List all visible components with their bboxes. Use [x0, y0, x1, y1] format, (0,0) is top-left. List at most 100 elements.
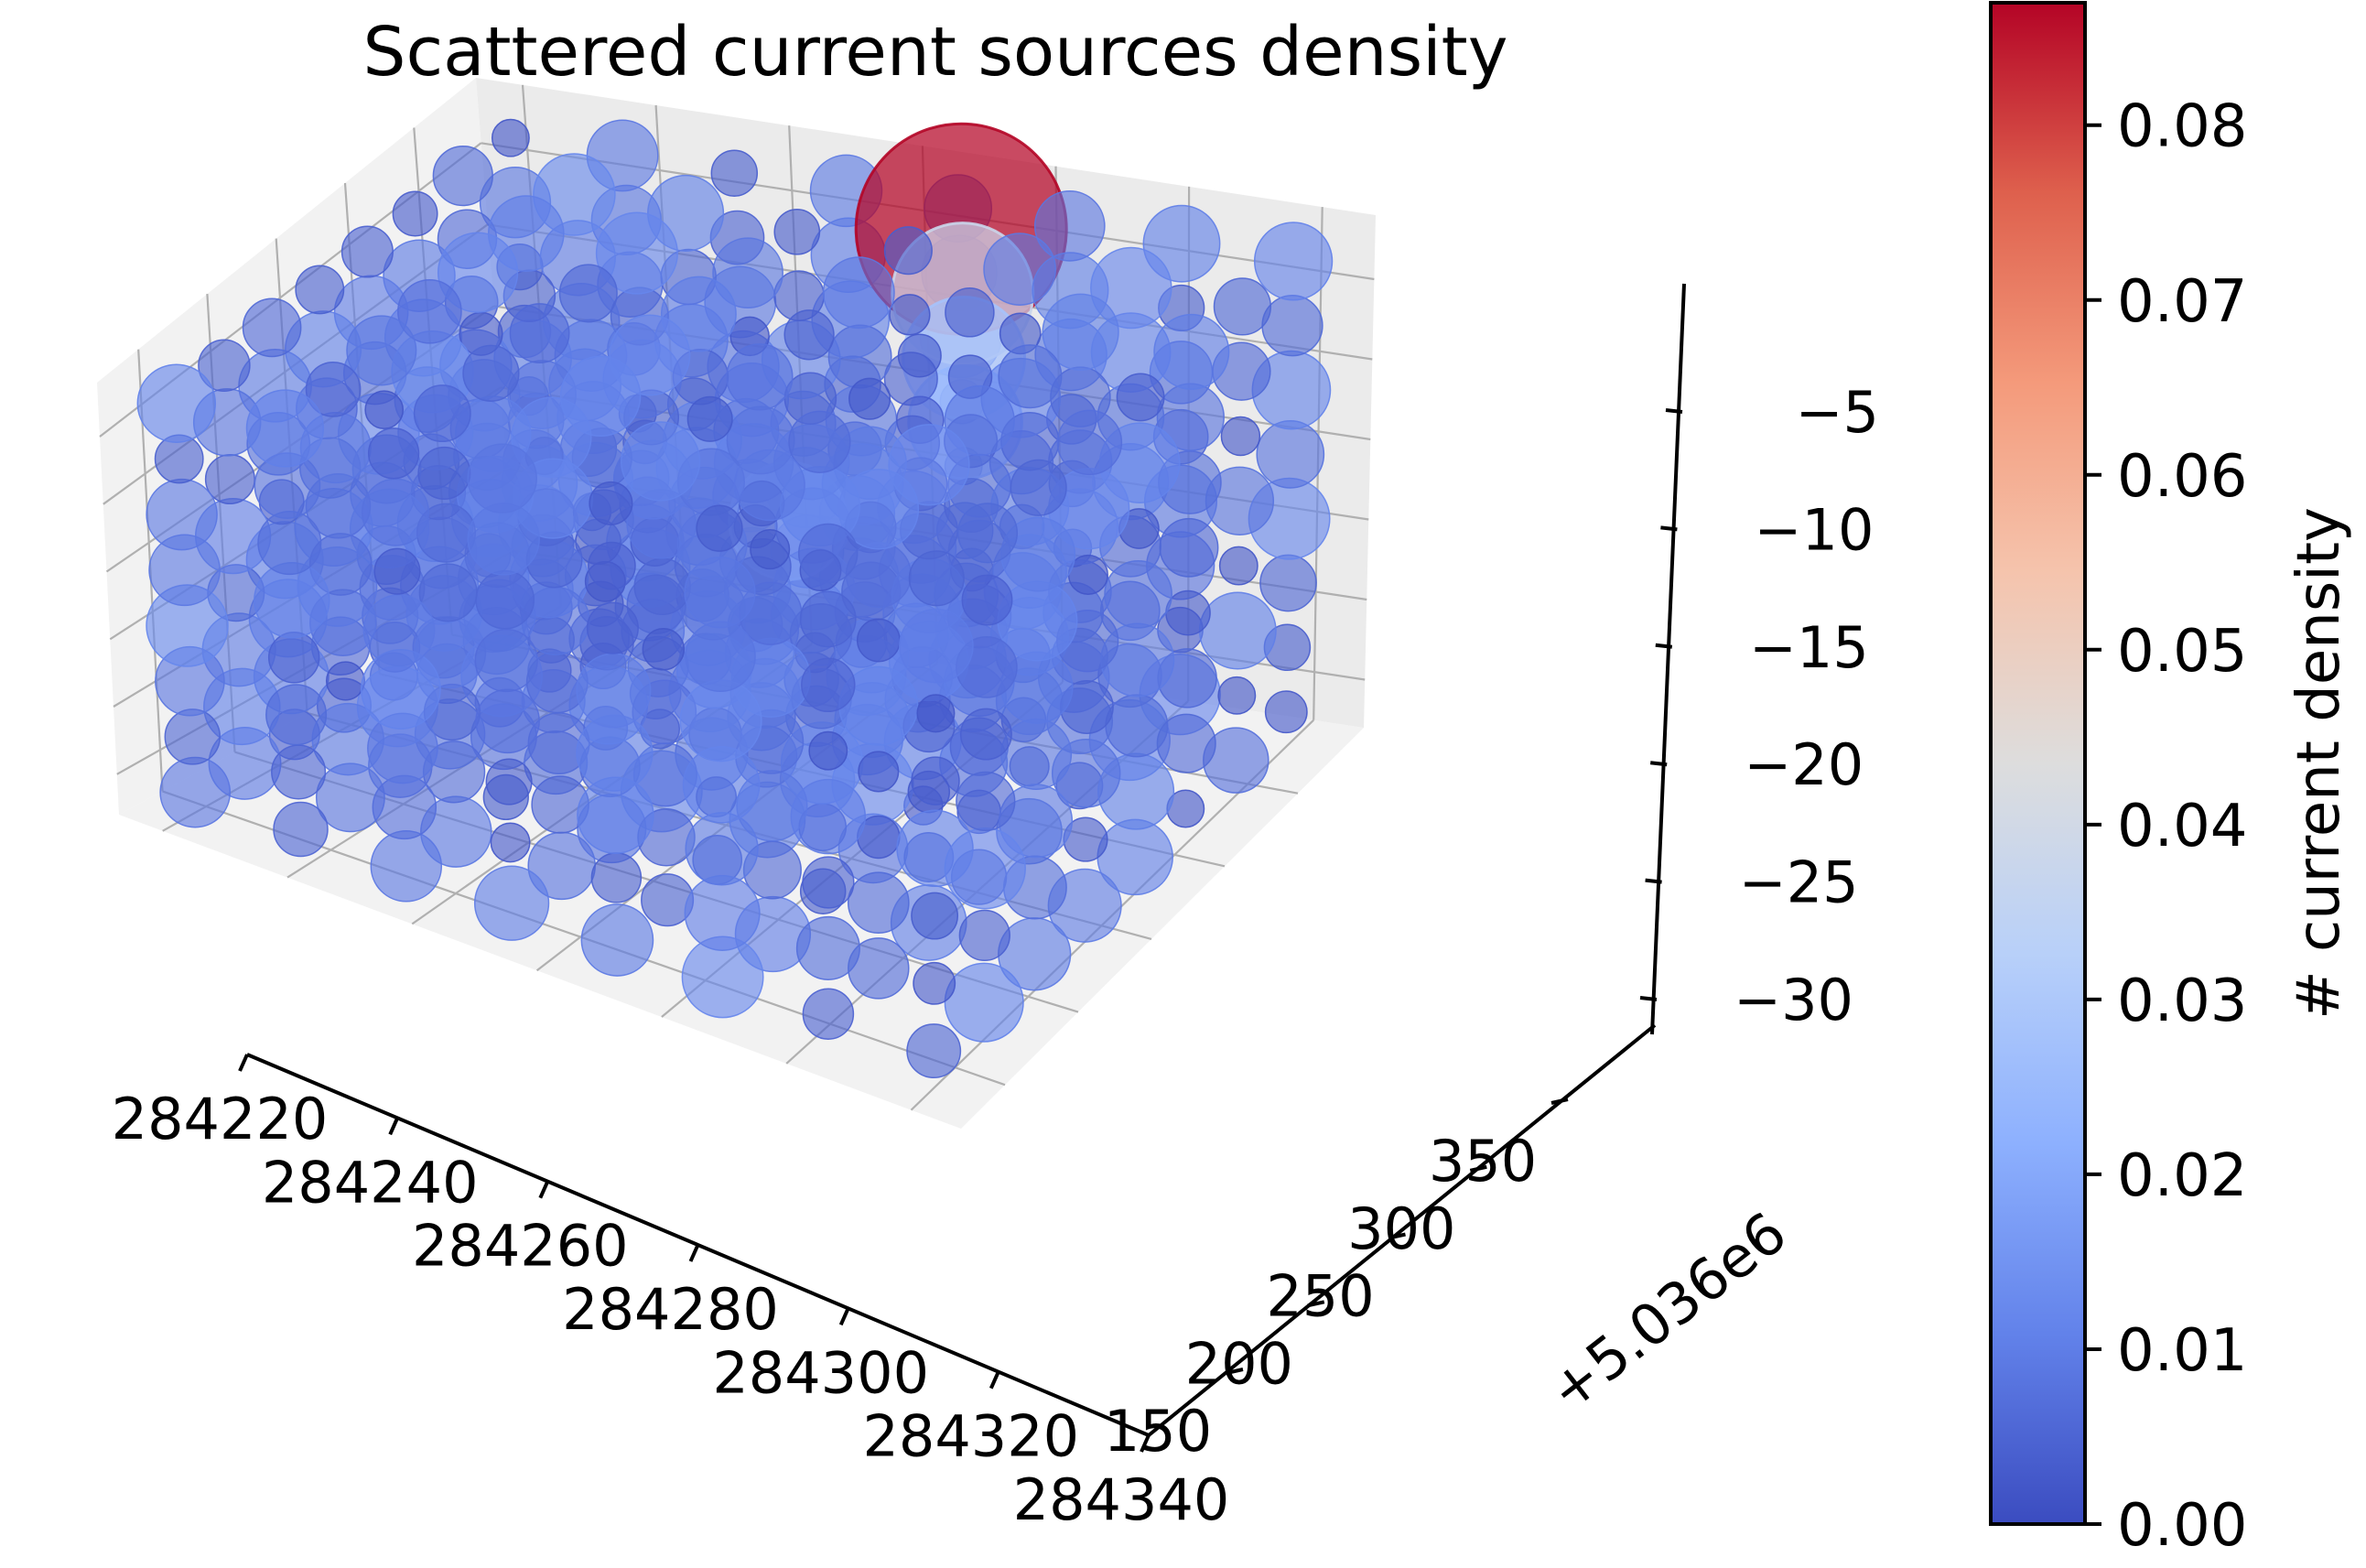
data-point [580, 903, 654, 977]
data-point [245, 389, 325, 468]
colorbar: 0.00 0.01 0.02 0.03 0.04 0.05 0.06 0.07 0.08 # cu… [1989, 1, 2353, 1560]
data-point [899, 608, 974, 684]
data-point [475, 569, 535, 630]
data-point [475, 688, 540, 754]
data-point [370, 830, 443, 903]
data-point [686, 395, 733, 442]
data-point [305, 362, 362, 417]
data-point [1090, 246, 1172, 330]
data-point [726, 343, 794, 411]
colorbar-tick-label: 0.03 [2117, 968, 2248, 1035]
data-point [788, 410, 851, 473]
colorbar-tick-label: 0.05 [2117, 618, 2248, 686]
data-point [373, 547, 421, 595]
colorbar-gradient [1989, 1, 2087, 1526]
y-tick [1388, 1232, 1406, 1240]
x-tick [989, 1370, 1000, 1390]
data-point [858, 751, 900, 793]
z-tick [1655, 643, 1673, 649]
data-point [1213, 277, 1272, 336]
data-point [159, 756, 232, 828]
data-point [372, 774, 438, 840]
data-point [473, 865, 550, 941]
data-point [1165, 589, 1211, 636]
data-point [413, 384, 471, 443]
colorbar-tick-label: 0.04 [2117, 793, 2248, 860]
data-point [204, 453, 255, 505]
z-tick-label: −20 [1744, 731, 1864, 798]
data-point [896, 809, 974, 888]
data-point [685, 621, 756, 693]
y-axis-line [1147, 1023, 1657, 1437]
data-point [364, 390, 405, 430]
y-tick-label: 150 [1104, 1398, 1212, 1465]
data-point [958, 909, 1010, 962]
x-tick [238, 1054, 249, 1072]
data-point [956, 503, 1019, 564]
data-point [684, 557, 756, 629]
y-tick [1307, 1300, 1325, 1308]
data-point [733, 449, 805, 522]
data-point [633, 557, 691, 616]
z-tick [1639, 996, 1658, 1001]
data-point [462, 344, 520, 402]
data-point [959, 708, 1012, 761]
data-point [340, 225, 394, 278]
data-point [392, 190, 438, 237]
data-point [1104, 559, 1172, 629]
data-point [437, 232, 519, 313]
data-point [417, 446, 471, 500]
data-point [164, 708, 221, 765]
data-point [750, 529, 791, 570]
data-point [590, 852, 643, 903]
x-tick [388, 1117, 400, 1136]
data-point [911, 892, 959, 940]
data-point [827, 324, 892, 389]
y-offset-label: +5.036e6 [1536, 1199, 1799, 1425]
data-point [1159, 517, 1219, 578]
data-point [198, 339, 251, 393]
data-point [1105, 694, 1169, 758]
data-point [136, 363, 217, 443]
data-point [1056, 409, 1123, 476]
data-point [361, 478, 430, 546]
z-tick-label: −15 [1749, 614, 1869, 681]
data-point [822, 256, 895, 330]
colorbar-tick-label: 0.07 [2117, 268, 2248, 336]
z-tick-label: −30 [1734, 967, 1853, 1033]
data-point [679, 679, 762, 762]
data-point [944, 384, 1015, 457]
z-tick [1645, 878, 1662, 884]
data-point [783, 309, 835, 361]
data-point [576, 653, 652, 729]
data-point [684, 874, 761, 951]
data-point [856, 618, 901, 663]
y-tick-label: 350 [1429, 1128, 1537, 1195]
data-point [802, 988, 855, 1040]
data-point [257, 511, 322, 576]
z-tick [1660, 525, 1678, 532]
data-point [295, 265, 345, 315]
colorbar-tick-label: 0.06 [2117, 443, 2248, 511]
z-tick-label: −10 [1755, 496, 1874, 563]
x-tick-label: 284340 [1013, 1466, 1230, 1533]
data-point [773, 208, 821, 255]
data-point [795, 915, 860, 980]
data-point [808, 730, 848, 771]
data-point [1218, 546, 1259, 586]
data-points [136, 118, 1334, 1079]
data-point [799, 590, 857, 648]
data-point [1116, 373, 1165, 422]
data-point [847, 871, 910, 935]
z-axis-line [1650, 283, 1686, 1035]
data-point [961, 574, 1013, 626]
colorbar-tick-label: 0.02 [2117, 1142, 2248, 1210]
data-point [797, 523, 859, 584]
colorbar-tick-label: 0.08 [2117, 93, 2248, 161]
y-tick-label: 250 [1266, 1263, 1374, 1330]
data-point [1253, 222, 1334, 301]
data-point [1256, 420, 1325, 489]
x-tick-label: 284260 [412, 1213, 629, 1280]
data-point [271, 744, 327, 800]
data-point [467, 443, 537, 514]
